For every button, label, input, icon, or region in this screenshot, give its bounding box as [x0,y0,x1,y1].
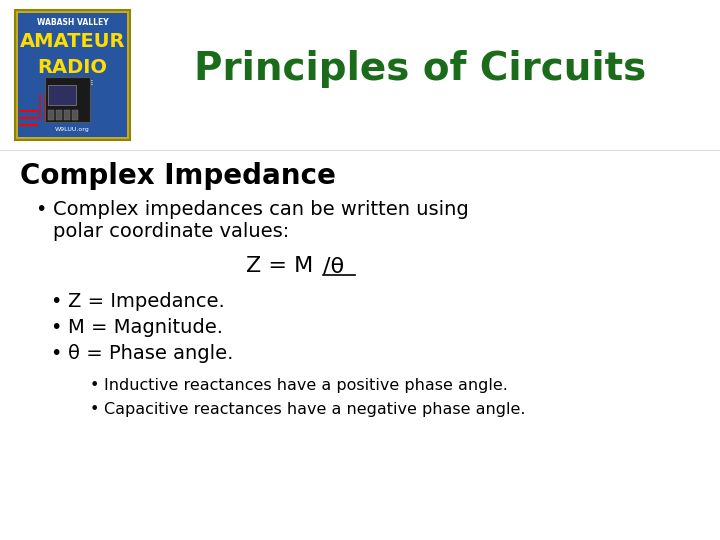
Text: •: • [50,292,61,311]
Text: •: • [90,402,99,417]
FancyBboxPatch shape [48,85,76,105]
Text: RADIO: RADIO [37,58,107,77]
Text: Z = Impedance.: Z = Impedance. [68,292,225,311]
Text: /θ: /θ [323,256,344,276]
Text: •: • [35,200,46,219]
Text: ASSOCIATE: ASSOCIATE [51,80,94,86]
Text: •: • [50,344,61,363]
Text: W9LUU.org: W9LUU.org [55,127,90,132]
FancyBboxPatch shape [45,77,90,122]
FancyBboxPatch shape [15,10,130,140]
Text: •: • [90,378,99,393]
Text: •: • [50,318,61,337]
Text: Capacitive reactances have a negative phase angle.: Capacitive reactances have a negative ph… [104,402,526,417]
FancyBboxPatch shape [48,110,54,120]
Text: AMATEUR: AMATEUR [19,32,125,51]
Text: polar coordinate values:: polar coordinate values: [53,222,289,241]
Text: Z = M: Z = M [246,256,320,276]
Text: Principles of Circuits: Principles of Circuits [194,50,646,88]
Text: WABASH VALLEY: WABASH VALLEY [37,18,108,27]
Text: Complex impedances can be written using: Complex impedances can be written using [53,200,469,219]
FancyBboxPatch shape [18,13,127,137]
Text: Complex Impedance: Complex Impedance [20,162,336,190]
FancyBboxPatch shape [56,110,62,120]
Text: θ = Phase angle.: θ = Phase angle. [68,344,233,363]
FancyBboxPatch shape [64,110,70,120]
Text: Inductive reactances have a positive phase angle.: Inductive reactances have a positive pha… [104,378,508,393]
Text: M = Magnitude.: M = Magnitude. [68,318,223,337]
FancyBboxPatch shape [72,110,78,120]
